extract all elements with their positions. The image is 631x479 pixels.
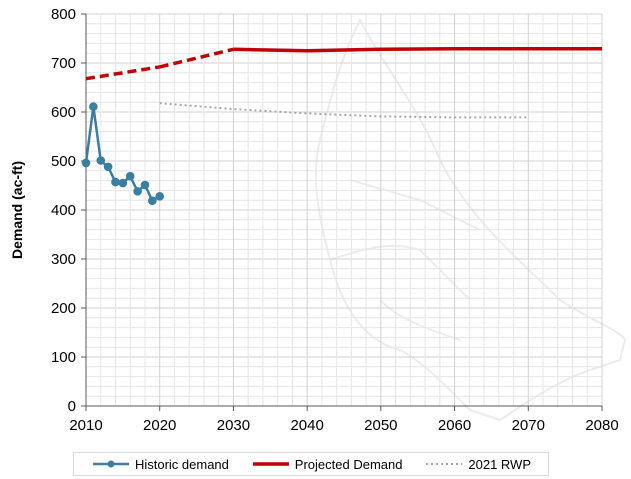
x-tick-label: 2050 — [364, 417, 397, 434]
series-line-projected-dashed-2 — [159, 47, 234, 69]
y-tick-label: 0 — [68, 398, 76, 415]
data-point-historic — [81, 158, 91, 168]
x-tick-label: 2030 — [217, 417, 250, 434]
series-layer — [81, 47, 602, 205]
x-tick-label: 2010 — [69, 417, 102, 434]
y-tick-label: 800 — [51, 6, 76, 23]
legend-swatch-historic — [92, 460, 129, 468]
data-point-historic — [96, 156, 106, 165]
data-point-historic — [89, 102, 98, 111]
y-tick-label: 300 — [51, 251, 76, 268]
data-point-historic — [155, 191, 165, 201]
data-point-historic — [103, 162, 113, 172]
axes: 0 100 200 300 400 500 600 700 800 2010 2020 2030 204… — [51, 6, 619, 434]
legend-swatch-rwp — [426, 463, 463, 465]
legend-item-rwp: 2021 RWP — [424, 457, 531, 472]
y-tick-label: 400 — [51, 202, 76, 219]
legend-item-projected: Projected Demand — [251, 456, 403, 472]
series-line-projected-solid — [233, 47, 602, 53]
legend-label-rwp: 2021 RWP — [468, 456, 532, 472]
x-tick-label: 2060 — [438, 417, 471, 434]
watermark-map-outline — [314, 17, 627, 422]
series-line-projected-dashed — [85, 65, 160, 81]
y-tick-label: 600 — [51, 104, 76, 121]
legend-label-projected: Projected Demand — [294, 456, 403, 472]
y-axis-title: Demand (ac-ft) — [9, 161, 25, 259]
data-point-historic — [111, 177, 120, 187]
x-tick-label: 2020 — [143, 417, 176, 434]
y-tick-label: 100 — [51, 349, 76, 366]
x-tick-label: 2070 — [512, 417, 545, 434]
data-point-historic — [148, 196, 157, 205]
y-tick-label: 200 — [51, 300, 76, 317]
y-tick-label: 700 — [51, 55, 76, 72]
data-point-historic — [140, 180, 150, 190]
data-point-historic — [133, 187, 142, 196]
series-line-2021-rwp — [159, 102, 529, 119]
data-point-historic — [118, 178, 128, 188]
x-tick-label: 2040 — [290, 417, 323, 434]
legend: Historic demand Projected Demand 2021 RW… — [73, 452, 549, 476]
legend-swatch-projected — [252, 462, 289, 466]
gridlines — [85, 13, 603, 407]
legend-label-historic: Historic demand — [134, 456, 229, 472]
data-point-historic — [125, 171, 135, 181]
x-tick-label: 2080 — [585, 417, 618, 434]
y-tick-label: 500 — [51, 153, 76, 170]
legend-item-historic: Historic demand — [91, 457, 229, 472]
